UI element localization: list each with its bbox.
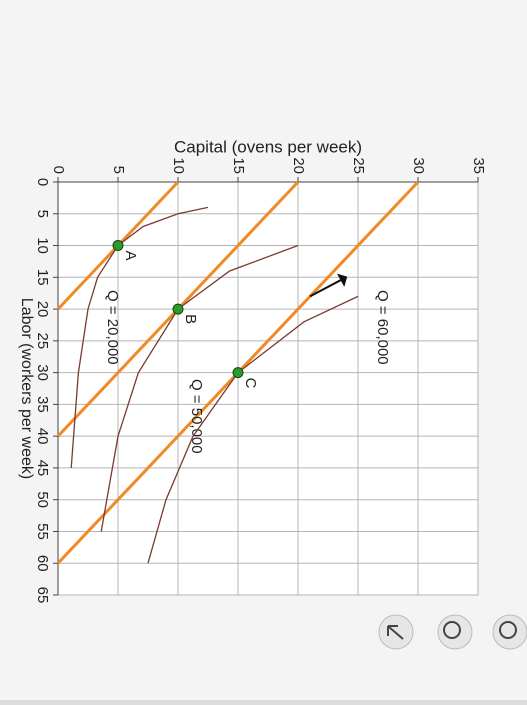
point [232, 367, 244, 379]
zoom-out-icon [443, 621, 461, 639]
arrow [309, 273, 348, 298]
x-tick-label: 30 [34, 364, 51, 381]
point [172, 303, 184, 315]
y-tick-label: 5 [110, 166, 127, 174]
y-tick-label: 30 [410, 157, 427, 174]
isoquant-curve [70, 206, 209, 468]
y-tick-label: 10 [170, 157, 187, 174]
y-tick-label: 35 [470, 157, 487, 174]
curve-label: Q = 60,000 [374, 290, 391, 365]
zoom-in-button[interactable] [492, 614, 527, 650]
point [112, 240, 124, 252]
expand-icon [387, 625, 404, 640]
zoom-in-icon [499, 621, 517, 639]
plot: 0 5 10 15 20 25 30 35 40 45 50 55 60 65 0 5 10 15 20 25 30 35… [18, 137, 487, 603]
x-tick-label: 5 [34, 210, 51, 218]
isoquant-curve [147, 295, 359, 564]
y-tick-label: 0 [50, 166, 67, 174]
toolbar [378, 614, 527, 650]
x-tick-label: 15 [34, 269, 51, 286]
x-tick-label: 40 [34, 428, 51, 445]
x-tick-label: 25 [34, 333, 51, 350]
x-tick-label: 10 [34, 237, 51, 254]
x-tick-label: 0 [34, 178, 51, 186]
x-tick-label: 50 [34, 491, 51, 508]
point-label: C [242, 378, 259, 389]
zoom-out-button[interactable] [437, 614, 473, 650]
x-tick-label: 20 [34, 301, 51, 318]
y-tick-label: 15 [230, 157, 247, 174]
curve-label: Q = 50,000 [188, 379, 205, 454]
isoquant-curve [100, 244, 299, 532]
x-tick-label: 60 [34, 555, 51, 572]
x-tick-label: 45 [34, 460, 51, 477]
curve-label: Q = 20,000 [104, 290, 121, 365]
x-axis-title: Labor (workers per week) [18, 298, 35, 479]
point-label: A [122, 251, 139, 261]
x-tick-label: 65 [34, 587, 51, 604]
y-axis-title: Capital (ovens per week) [174, 137, 362, 156]
x-tick-label: 55 [34, 523, 51, 540]
point-label: B [182, 314, 199, 324]
x-tick-label: 35 [34, 396, 51, 413]
y-tick-label: 25 [350, 157, 367, 174]
plot-area [58, 182, 478, 595]
y-tick-label: 20 [290, 157, 307, 174]
